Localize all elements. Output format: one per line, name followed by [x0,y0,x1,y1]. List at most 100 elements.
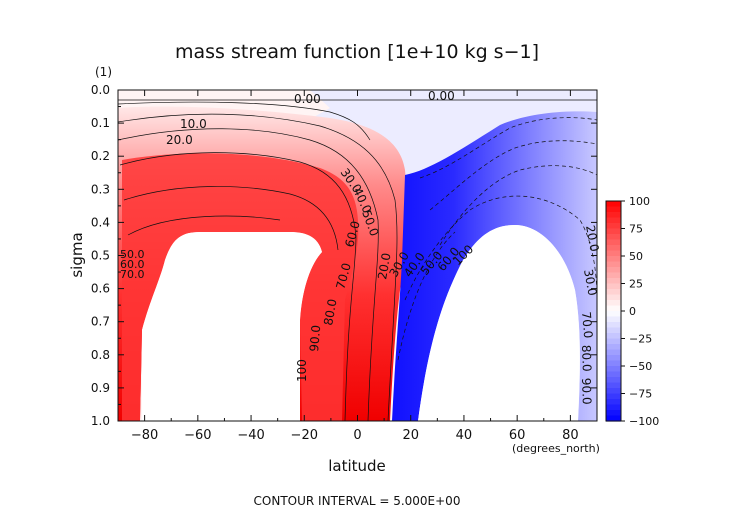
contour-label-right-70: 70.0 [579,311,595,339]
colorbar-swatch [606,316,621,323]
colorbar-swatch [606,415,621,422]
y-tick-label: 0.3 [91,182,110,196]
colorbar-swatch [606,371,621,378]
colorbar-swatch [606,399,621,406]
colorbar-swatch [606,267,621,274]
contour-label-zero-right: 0.00 [428,89,455,103]
colorbar-swatch [606,294,621,301]
colorbar-tick-label: 50 [629,250,643,263]
colorbar-swatch [606,404,621,411]
negative-cell [392,111,597,421]
x-units-label: (degrees_north) [512,442,600,455]
x-axis: −80 −60 −40 −20 0 20 40 60 80 [117,90,598,443]
contour-label-100: 100 [295,359,309,382]
colorbar-swatch [606,344,621,351]
colorbar-tick-label: −25 [629,333,652,346]
colorbar-swatch [606,355,621,362]
contour-field [118,90,597,421]
x-tick-label: 40 [456,428,473,443]
colorbar-swatch [606,212,621,219]
colorbar-swatch [606,239,621,246]
colorbar-swatch [606,217,621,224]
chart-title: mass stream function [1e+10 kg s−1] [175,41,539,63]
colorbar-tick-label: 0 [629,305,636,318]
x-tick-label: −20 [291,428,318,443]
contour-label-right-80: 80.0 [579,345,594,372]
y-tick-label: 0.0 [91,83,110,97]
colorbar-tick-label: 75 [629,223,643,236]
colorbar-swatch [606,410,621,417]
x-axis-label: latitude [328,457,386,475]
colorbar-swatch [606,250,621,257]
y-tick-label: 0.6 [91,282,110,296]
colorbar-swatch [606,300,621,307]
contour-label-left-stack-c: 70.0 [120,268,145,281]
colorbar-swatch [606,228,621,235]
contour-label-left-stack-a: 50.0 [120,248,145,261]
y-tick-label: 0.9 [91,381,110,395]
negative-contours [397,117,597,361]
colorbar-tick-label: −100 [629,415,659,428]
x-tick-label: 60 [509,428,526,443]
contour-label-20: 20.0 [166,133,193,147]
colorbar-swatch [606,333,621,340]
colorbar-swatch [606,388,621,395]
colorbar-swatch [606,223,621,230]
colorbar-swatch [606,360,621,367]
colorbar-tick-label: −75 [629,388,652,401]
x-tick-label: 0 [353,428,361,443]
colorbar-swatch [606,272,621,279]
x-tick-label: −80 [131,428,158,443]
x-tick-label: 80 [562,428,579,443]
y-axis-label: sigma [68,232,86,277]
x-tick-label: −60 [184,428,211,443]
colorbar-swatch [606,278,621,285]
colorbar-swatch [606,289,621,296]
contour-label-10: 10.0 [180,117,207,131]
positive-core [122,153,359,421]
colorbar-tick-label: 100 [629,195,650,208]
contour-labels: 0.00 0.00 10.0 20.0 30.0 40.0 50.0 60.0 … [120,89,601,405]
y-tick-label: 0.2 [91,149,110,163]
y-units-label: (1) [95,65,112,79]
missing-region-right [418,225,580,421]
colorbar-tick-label: −50 [629,360,652,373]
contour-label-right-30: 30.0 [581,268,599,297]
colorbar-swatch [606,382,621,389]
colorbar-swatch [606,261,621,268]
contour-label-left-stack-b: 60.0 [120,258,145,271]
colorbar-swatch [606,283,621,290]
x-tick-label: 20 [402,428,419,443]
y-tick-label: 0.1 [91,116,110,130]
colorbar-tick-label: 25 [629,278,643,291]
x-tick-label: −40 [237,428,264,443]
colorbar: 100 75 50 25 0 −25 −50 −75 −100 [605,195,659,428]
y-tick-label: 1.0 [91,414,110,428]
y-tick-label: 0.5 [91,249,110,263]
colorbar-swatch [606,305,621,312]
contour-label-90: 90.0 [307,324,323,352]
contour-label-80: 80.0 [321,298,339,327]
colorbar-swatch [606,322,621,329]
contour-label-60: 60.0 [342,219,362,248]
contour-label-70: 70.0 [333,261,353,290]
colorbar-swatch [606,245,621,252]
y-tick-label: 0.4 [91,215,110,229]
colorbar-swatch [606,256,621,263]
contour-interval-footer: CONTOUR INTERVAL = 5.000E+00 [254,494,461,508]
colorbar-swatch [606,327,621,334]
y-axis: 0.0 0.1 0.2 0.3 0.4 0.5 0.6 0.7 0.8 0.9 1.0 [91,83,597,428]
colorbar-swatch [606,201,621,208]
colorbar-swatch [606,206,621,213]
colorbar-swatch [606,311,621,318]
colorbar-swatch [606,366,621,373]
y-tick-label: 0.8 [91,348,110,362]
contour-label-neg-20: 20.0 [375,252,393,281]
y-tick-label: 0.7 [91,315,110,329]
missing-region-left [142,232,322,421]
colorbar-swatch [606,338,621,345]
positive-contours [118,101,398,421]
contour-label-right-90: 90.0 [579,378,594,405]
colorbar-swatch [606,234,621,241]
